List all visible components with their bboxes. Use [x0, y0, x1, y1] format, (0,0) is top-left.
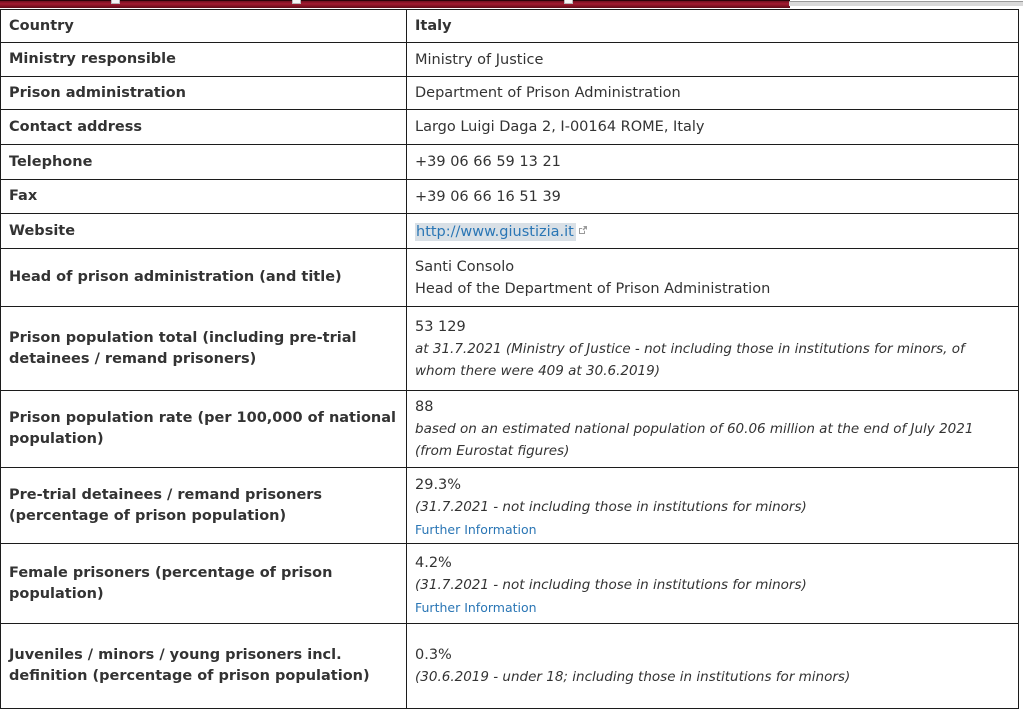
table-row: Ministry responsible Ministry of Justice [0, 42, 1019, 77]
nav-tab-notch [292, 0, 301, 4]
country-profile-table: Country Italy Ministry responsible Ministry… [0, 9, 1019, 709]
nav-bar-gray-strip [789, 1, 1023, 6]
table-row: Country Italy [0, 9, 1019, 43]
further-information-link[interactable]: Further Information [415, 521, 537, 537]
row-label: Prison population rate (per 100,000 of n… [0, 390, 407, 468]
row-label: Prison population total (including pre-t… [0, 306, 407, 391]
value-note: (31.7.2021 - not including those in inst… [415, 498, 807, 515]
row-label: Pre-trial detainees / remand prisoners (… [0, 467, 407, 544]
row-label: Juveniles / minors / young prisoners inc… [0, 623, 407, 709]
table-row: Fax +39 06 66 16 51 39 [0, 179, 1019, 214]
row-value-cell: 53 129 at 31.7.2021 (Ministry of Justice … [406, 306, 1019, 391]
external-link-icon [578, 220, 588, 242]
value-text: Italy [415, 18, 452, 34]
value-text: Santi Consolo [415, 258, 515, 275]
value-text: Head of the Department of Prison Adminis… [415, 280, 771, 297]
table-row: Telephone +39 06 66 59 13 21 [0, 144, 1019, 180]
value-text: Ministry of Justice [415, 51, 544, 68]
row-value-cell: 29.3% (31.7.2021 - not including those in… [406, 467, 1019, 544]
row-label: Head of prison administration (and title… [0, 248, 407, 307]
value-text: +39 06 66 16 51 39 [415, 188, 561, 205]
table-row: Head of prison administration (and title… [0, 248, 1019, 307]
further-information-link[interactable]: Further Information [415, 599, 537, 615]
row-label: Telephone [0, 144, 407, 180]
table-row: Website http://www.giustizia.it [0, 213, 1019, 249]
row-value-cell: Department of Prison Administration [406, 76, 1019, 110]
nav-tab-notch [564, 0, 573, 4]
website-link[interactable]: http://www.giustizia.it [415, 222, 576, 241]
value-text: Largo Luigi Daga 2, I-00164 ROME, Italy [415, 119, 705, 135]
row-value-cell: 0.3% (30.6.2019 - under 18; including tho… [406, 623, 1019, 709]
table-row: Juveniles / minors / young prisoners inc… [0, 623, 1019, 709]
table-row: Contact address Largo Luigi Daga 2, I-001… [0, 109, 1019, 145]
row-value-cell: +39 06 66 16 51 39 [406, 179, 1019, 214]
row-value-cell: Italy [406, 9, 1019, 43]
table-row: Prison population total (including pre-t… [0, 306, 1019, 391]
value-note: (31.7.2021 - not including those in inst… [415, 576, 807, 593]
row-value-cell: Largo Luigi Daga 2, I-00164 ROME, Italy [406, 109, 1019, 145]
row-label: Fax [0, 179, 407, 214]
row-label: Contact address [0, 109, 407, 145]
table-row: Pre-trial detainees / remand prisoners (… [0, 467, 1019, 544]
value-text: 4.2% [415, 554, 452, 571]
table-row: Female prisoners (percentage of prison p… [0, 543, 1019, 624]
value-text: 88 [415, 399, 434, 415]
row-label: Website [0, 213, 407, 249]
value-text: 53 129 [415, 318, 466, 335]
row-value-cell: 4.2% (31.7.2021 - not including those in … [406, 543, 1019, 624]
row-label: Ministry responsible [0, 42, 407, 77]
row-value-cell: Santi Consolo Head of the Department of P… [406, 248, 1019, 307]
table-row: Prison administration Department of Priso… [0, 76, 1019, 110]
value-text: +39 06 66 59 13 21 [415, 154, 561, 170]
nav-bar-red-strip [0, 0, 790, 8]
top-nav-bar-remnant [0, 0, 1023, 9]
value-text: 0.3% [415, 647, 452, 663]
table-row: Prison population rate (per 100,000 of n… [0, 390, 1019, 468]
row-value-cell: Ministry of Justice [406, 42, 1019, 77]
row-label: Country [0, 9, 407, 43]
row-label: Prison administration [0, 76, 407, 110]
row-value-cell: 88 based on an estimated national populat… [406, 390, 1019, 468]
value-text: 29.3% [415, 476, 462, 493]
row-value-cell: +39 06 66 59 13 21 [406, 144, 1019, 180]
row-label: Female prisoners (percentage of prison p… [0, 543, 407, 624]
value-text: Department of Prison Administration [415, 85, 681, 101]
nav-tab-notch [111, 0, 120, 4]
value-note: (30.6.2019 - under 18; including those i… [415, 669, 851, 685]
row-value-cell: http://www.giustizia.it [406, 213, 1019, 249]
value-note: at 31.7.2021 (Ministry of Justice - not … [415, 340, 965, 379]
value-note: based on an estimated national populatio… [415, 421, 974, 459]
